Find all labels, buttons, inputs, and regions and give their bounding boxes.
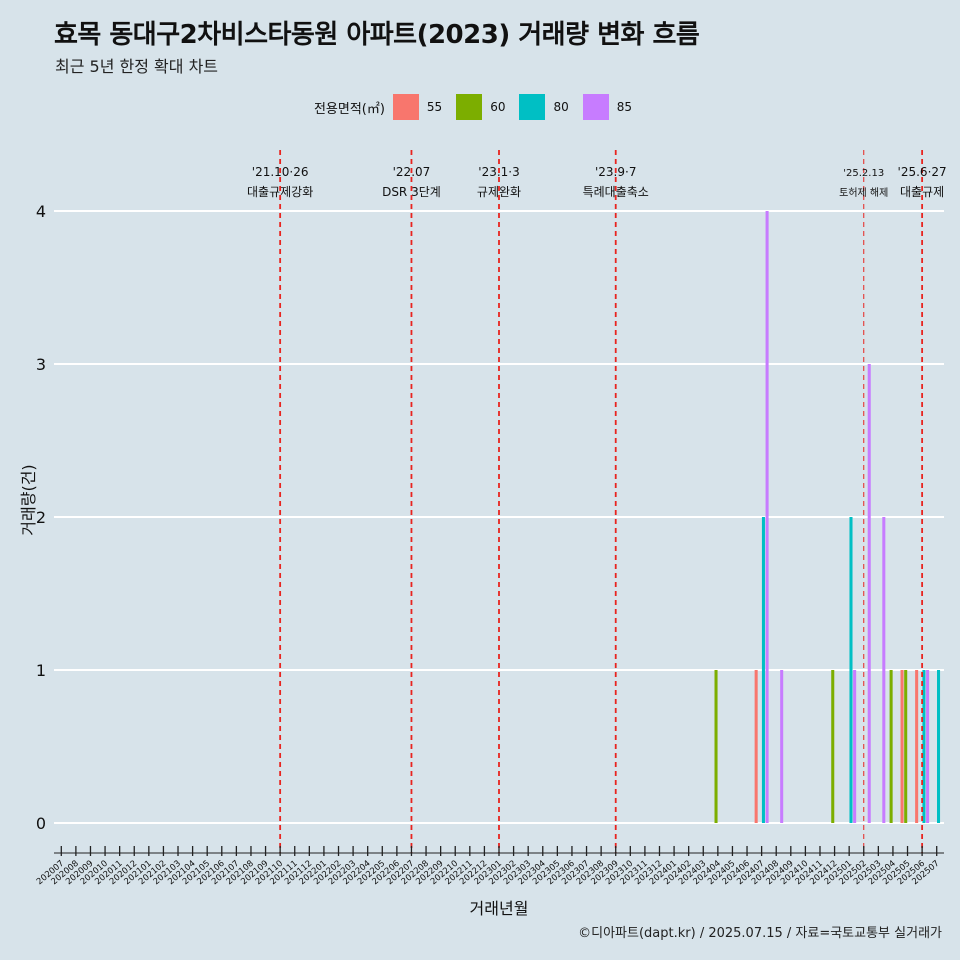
event-label-202506: 대출규제 (900, 185, 944, 199)
bar-55-202505 (900, 670, 904, 823)
event-label-202110: 대출규제강화 (247, 185, 313, 199)
event-label-202502: 토허제 해제 (839, 186, 888, 199)
event-label-202301: 규제완화 (477, 185, 521, 199)
event-date-202502: '25.2.13 (843, 168, 884, 179)
y-tick-label-4: 4 (36, 202, 46, 221)
event-date-202110: '21.10·26 (252, 165, 309, 179)
bar-85-202502 (867, 364, 871, 823)
legend-label-85: 85 (616, 100, 633, 114)
event-date-202309: '23.9·7 (595, 165, 636, 179)
event-date-202506: '25.6·27 (898, 165, 947, 179)
bar-80-202501 (849, 517, 853, 823)
event-date-202207: '22.07 (393, 165, 431, 179)
bar-85-202503 (882, 517, 886, 823)
chart-subtitle: 최근 5년 한정 확대 차트 (55, 57, 219, 76)
legend-label-60: 60 (490, 100, 506, 114)
bar-85-202501 (853, 670, 857, 823)
legend-key-55 (392, 94, 419, 120)
y-tick-label-3: 3 (36, 355, 46, 374)
x-axis-title: 거래년월 (470, 899, 529, 918)
y-tick-label-0: 0 (36, 814, 46, 833)
bar-80-202407 (761, 517, 765, 823)
event-label-202207: DSR 3단계 (382, 185, 441, 199)
bar-85-202506 (926, 670, 930, 823)
y-tick-label-2: 2 (36, 508, 46, 527)
bar-60-202504 (889, 670, 893, 823)
legend-title: 전용면적(㎡) (313, 101, 385, 117)
bar-60-202412 (831, 670, 835, 823)
bar-80-202507 (937, 670, 941, 823)
legend: 전용면적(㎡) 55 60 80 85 (0, 92, 960, 122)
legend-key-60 (456, 94, 483, 120)
event-label-202309: 특례대출축소 (583, 185, 649, 199)
y-tick-label-1: 1 (36, 661, 46, 680)
event-date-202301: '23.1·3 (478, 165, 519, 179)
bar-85-202408 (780, 670, 784, 823)
bar-60-202404 (714, 670, 718, 823)
bar-55-202506 (915, 670, 919, 823)
legend-label-80: 80 (553, 100, 569, 114)
legend-label-55: 55 (426, 100, 443, 114)
bar-85-202407 (765, 211, 769, 823)
y-axis-title: 거래량(건) (19, 464, 38, 535)
legend-key-85 (582, 94, 609, 120)
bar-60-202505 (904, 670, 908, 823)
bar-80-202506 (922, 670, 926, 823)
source-caption: ©디아파트(dapt.kr) / 2025.07.15 / 자료=국토교통부 실… (578, 926, 942, 941)
legend-key-80 (519, 94, 546, 120)
chart-title: 효목 동대구2차비스타동원 아파트(2023) 거래량 변화 흐름 (54, 20, 700, 50)
bar-55-202407 (754, 670, 758, 823)
